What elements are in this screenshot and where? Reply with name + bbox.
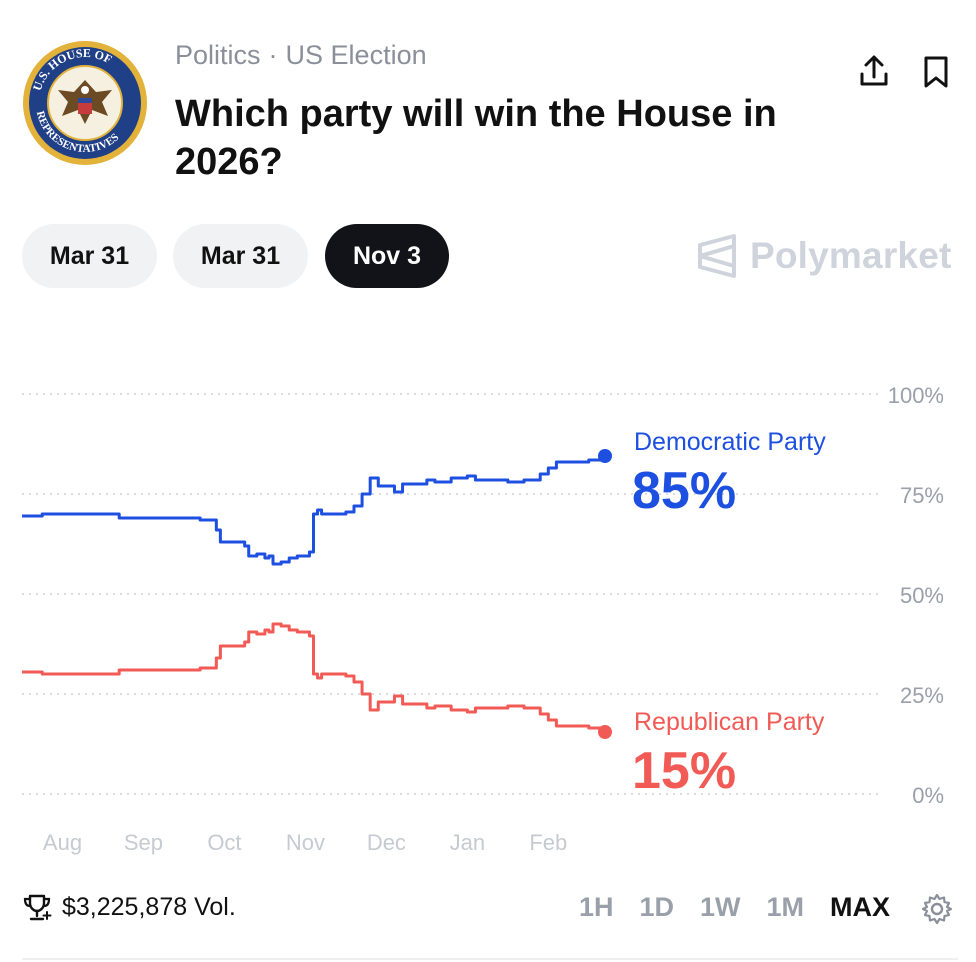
x-tick-label: Sep [124,830,163,855]
bookmark-icon[interactable] [916,52,956,92]
range-1m[interactable]: 1M [766,892,804,922]
date-tab-nov-3[interactable]: Nov 3 [325,224,449,288]
date-tab-mar-31-a[interactable]: Mar 31 [22,224,157,288]
democratic-party-line [22,456,607,566]
republican-party-current-value: 15% [632,742,736,800]
volume-text: $3,225,878 Vol. [62,892,236,921]
chart-footer: $3,225,878 Vol. 1H 1D 1W 1M MAX [0,880,976,940]
breadcrumb-separator: · [268,40,278,70]
market-title: Which party will win the House in 2026? [175,93,777,183]
time-range-selector: 1H 1D 1W 1M MAX [553,892,890,923]
footer-divider [22,958,958,960]
range-1h[interactable]: 1H [578,892,614,922]
share-icon[interactable] [854,52,894,92]
democratic-party-endpoint [598,449,612,463]
gear-icon[interactable] [920,892,954,926]
trophy-icon [23,894,52,921]
breadcrumb: Politics · US Election [175,40,427,71]
y-tick-label: 50% [900,583,944,608]
x-tick-label: Feb [529,830,567,855]
category-link[interactable]: Politics [175,40,261,70]
volume-display: $3,225,878 Vol. [22,892,236,922]
house-seal-logo: U.S. HOUSE OF REPRESENTATIVES [23,41,147,165]
x-tick-label: Dec [367,830,406,855]
x-tick-label: Oct [207,830,241,855]
x-tick-label: Jan [450,830,485,855]
date-tab-mar-31-b[interactable]: Mar 31 [173,224,308,288]
polymarket-watermark: Polymarket [696,230,952,282]
y-tick-label: 100% [888,383,944,408]
republican-party-line [22,622,607,732]
y-tick-label: 25% [900,683,944,708]
brand-name: Polymarket [750,235,952,276]
republican-party-legend-label: Republican Party [634,708,825,736]
y-tick-label: 75% [900,483,944,508]
democratic-party-legend-label: Democratic Party [634,428,826,456]
subcategory-link[interactable]: US Election [285,40,427,70]
range-max[interactable]: MAX [830,892,890,922]
price-chart: 0% 25% 50% 75% 100% Aug Sep Oct Nov Dec Jan Feb Demo… [22,383,944,855]
republican-party-endpoint [598,725,612,739]
polymarket-logo-icon [698,234,736,278]
y-tick-label: 0% [912,783,944,808]
range-1w[interactable]: 1W [699,892,741,922]
range-1d[interactable]: 1D [639,892,674,922]
democratic-party-current-value: 85% [632,462,736,520]
x-tick-label: Nov [286,830,325,855]
x-tick-label: Aug [43,830,82,855]
